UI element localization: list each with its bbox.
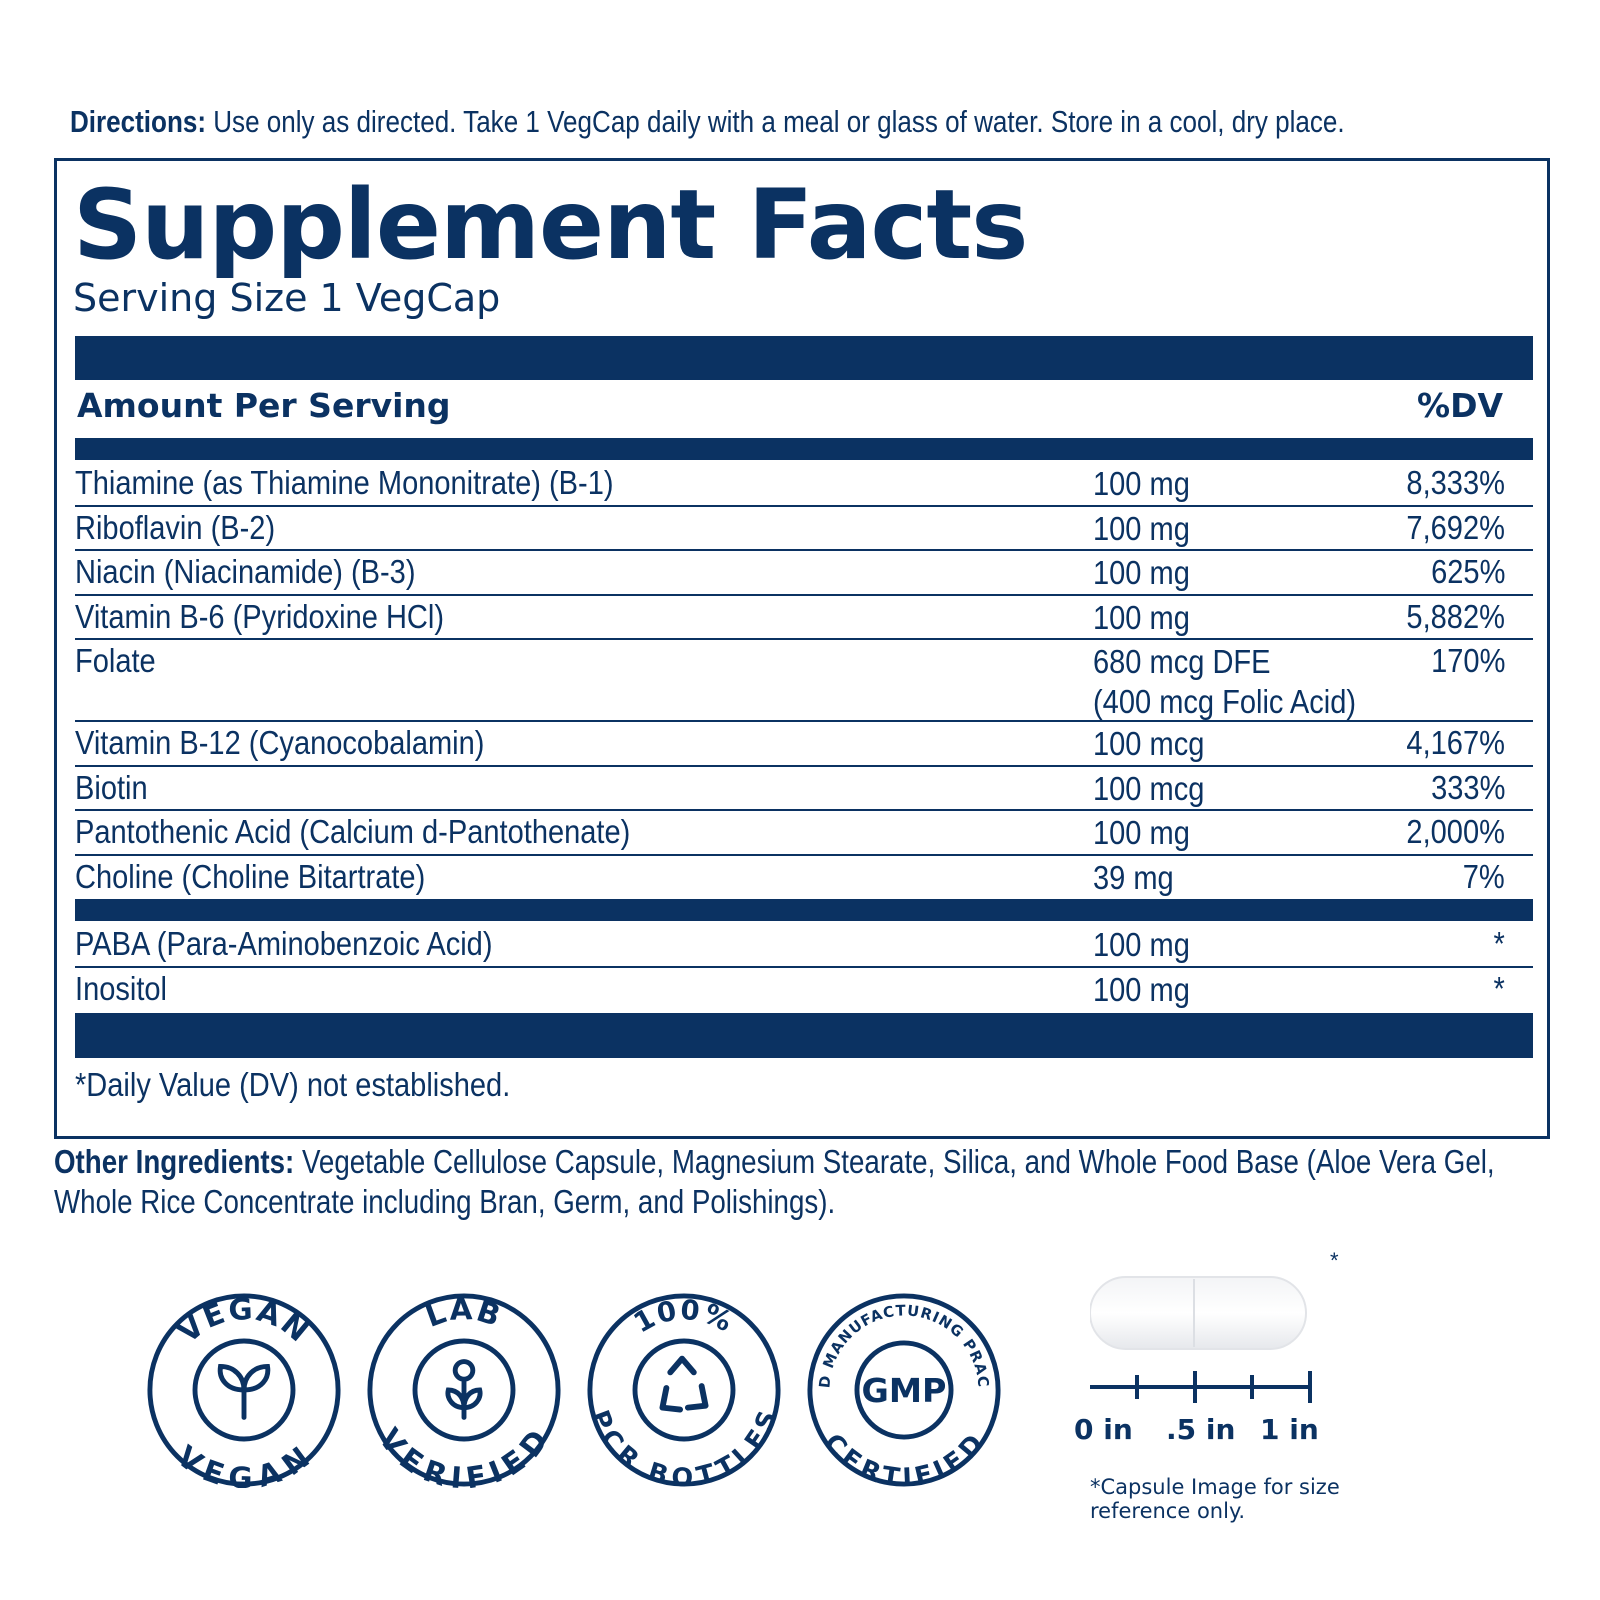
nutrient-dv: 333% [1430, 768, 1505, 806]
nutrient-amount-line: 100 mg [1093, 554, 1190, 591]
nutrient-name: Niacin (Niacinamide) (B-3) [75, 553, 416, 590]
nutrient-name: Vitamin B-12 (Cyanocobalamin) [75, 724, 485, 761]
recycle-icon [659, 1355, 709, 1413]
vegan-badge: VEGAN VEGAN [147, 1292, 341, 1488]
nutrient-row: Choline (Choline Bitartrate) 39 mg 7% [75, 856, 1533, 901]
gmp-certified-badge: GOOD MANUFACTURING PRACTICE CERTIFIED GM… [806, 1292, 1001, 1488]
nutrient-amount-line: (400 mcg Folic Acid) [1093, 683, 1357, 720]
other-ingredients-text: Vegetable Cellulose Capsule, Magnesium S… [54, 1143, 1495, 1220]
capsule-size-reference: 0 in .5 in 1 in *Capsule Image for size … [1074, 1265, 1370, 1535]
flower-icon [445, 1359, 483, 1420]
nutrient-amount: 100 mcg [1093, 769, 1204, 809]
nutrient-amount: 100 mg [1093, 970, 1190, 1010]
amount-per-serving-header: Amount Per Serving [77, 386, 451, 425]
pcr-bottom-text: PCR BOTTLES [586, 1406, 782, 1488]
nutrient-amount-line: 39 mg [1093, 858, 1174, 896]
nutrient-name: Riboflavin (B-2) [75, 508, 276, 546]
scale-label-1: 1 in [1260, 1413, 1319, 1446]
nutrient-name: Thiamine (as Thiamine Mononitrate) (B-1) [75, 464, 614, 501]
svg-text:PCR BOTTLES: PCR BOTTLES [586, 1406, 782, 1488]
pcr-bottles-badge: 100% PCR BOTTLES [586, 1293, 782, 1488]
nutrient-name: Vitamin B-6 (Pyridoxine HCl) [75, 597, 445, 635]
nutrient-name: Inositol [75, 969, 168, 1007]
nutrient-row: PABA (Para-Aminobenzoic Acid) 100 mg * [75, 923, 1533, 968]
scale-label-0: 0 in [1074, 1413, 1133, 1446]
nutrient-amount-line: 100 mg [1093, 598, 1190, 636]
svg-text:VEGAN: VEGAN [171, 1439, 318, 1488]
directions-text: Directions: Use only as directed. Take 1… [70, 104, 1345, 140]
directions-body: Use only as directed. Take 1 VegCap dail… [206, 104, 1345, 139]
lab-verified-badge: LAB VERIFIED [367, 1292, 561, 1488]
nutrient-name: Choline (Choline Bitartrate) [75, 857, 426, 895]
nutrient-dv: 625% [1430, 553, 1505, 590]
nutrient-name: PABA (Para-Aminobenzoic Acid) [75, 925, 493, 962]
vegan-bottom-text: VEGAN [171, 1439, 316, 1488]
svg-text:LAB: LAB [421, 1292, 506, 1334]
nutrient-amount: 100 mg [1093, 813, 1190, 853]
scale-label-half: .5 in [1166, 1413, 1236, 1446]
directions-label: Directions: [70, 104, 207, 139]
nutrient-row: Pantothenic Acid (Calcium d-Pantothenate… [75, 811, 1533, 856]
nutrient-row: Niacin (Niacinamide) (B-3) 100 mg 625% [75, 551, 1533, 596]
divider-medium [75, 899, 1533, 921]
supplement-facts-panel: Supplement Facts Serving Size 1 VegCap A… [54, 158, 1550, 1139]
nutrient-row: Inositol 100 mg * [75, 968, 1533, 1013]
divider-thick [75, 336, 1533, 380]
nutrient-dv: * [1493, 925, 1505, 962]
divider-medium [75, 438, 1533, 460]
nutrient-dv: 8,333% [1406, 464, 1505, 501]
nutrient-amount: 39 mg [1093, 858, 1174, 898]
lab-top-text: LAB [421, 1292, 504, 1334]
other-ingredients-label: Other Ingredients: [54, 1143, 295, 1180]
capsule-asterisk: * [1330, 1248, 1339, 1273]
nutrient-name: Pantothenic Acid (Calcium d-Pantothenate… [75, 813, 631, 850]
nutrient-amount: 100 mcg [1093, 724, 1204, 764]
nutrient-amount-line: 680 mcg DFE [1093, 643, 1271, 680]
nutrient-amount: 100 mg [1093, 598, 1190, 638]
nutrient-row: Biotin 100 mcg 333% [75, 767, 1533, 811]
nutrient-dv: 4,167% [1406, 724, 1505, 761]
ruler-icon [1090, 1371, 1312, 1403]
dv-footnote: *Daily Value (DV) not established. [75, 1066, 511, 1103]
nutrient-name: Biotin [75, 768, 148, 806]
sprout-icon [217, 1364, 271, 1420]
svg-text:VERIFIED: VERIFIED [372, 1422, 556, 1488]
facts-title: Supplement Facts [73, 169, 1028, 281]
nutrient-amount-line: 100 mg [1093, 970, 1190, 1008]
capsule-note: *Capsule Image for size reference only. [1090, 1475, 1340, 1523]
gmp-center-text: GMP [862, 1371, 947, 1410]
nutrient-amount: 100 mg [1093, 464, 1190, 504]
nutrient-dv: 170% [1430, 642, 1505, 679]
nutrient-name: Folate [75, 642, 156, 679]
nutrient-amount: 680 mcg DFE (400 mcg Folic Acid) [1093, 642, 1356, 722]
nutrient-amount: 100 mg [1093, 553, 1190, 593]
nutrient-amount-line: 100 mcg [1093, 725, 1205, 762]
capsule-icon [1090, 1276, 1312, 1403]
nutrient-amount-line: 100 mg [1093, 926, 1190, 963]
divider-thick [75, 1013, 1533, 1058]
lab-bottom-text: VERIFIED [372, 1422, 554, 1488]
dv-header: %DV [1417, 386, 1503, 425]
nutrient-row: Vitamin B-6 (Pyridoxine HCl) 100 mg 5,882% [75, 596, 1533, 640]
nutrient-amount: 100 mg [1093, 509, 1190, 549]
other-ingredients: Other Ingredients: Vegetable Cellulose C… [54, 1142, 1499, 1222]
nutrient-amount-line: 100 mg [1093, 814, 1190, 851]
nutrient-amount-line: 100 mg [1093, 509, 1190, 547]
nutrient-row: Folate 680 mcg DFE (400 mcg Folic Acid) 170… [75, 640, 1533, 722]
nutrient-dv: * [1493, 969, 1505, 1007]
nutrient-dv: 2,000% [1406, 813, 1505, 850]
nutrient-dv: 7% [1463, 857, 1505, 895]
nutrient-row: Riboflavin (B-2) 100 mg 7,692% [75, 507, 1533, 551]
nutrient-dv: 5,882% [1406, 597, 1505, 635]
nutrient-amount: 100 mg [1093, 925, 1190, 965]
nutrient-amount-line: 100 mcg [1093, 769, 1205, 807]
nutrient-dv: 7,692% [1406, 508, 1505, 546]
nutrient-row: Vitamin B-12 (Cyanocobalamin) 100 mcg 4,16… [75, 722, 1533, 767]
nutrient-amount-line: 100 mg [1093, 465, 1190, 502]
nutrient-row: Thiamine (as Thiamine Mononitrate) (B-1)… [75, 462, 1533, 507]
serving-size: Serving Size 1 VegCap [73, 276, 501, 320]
